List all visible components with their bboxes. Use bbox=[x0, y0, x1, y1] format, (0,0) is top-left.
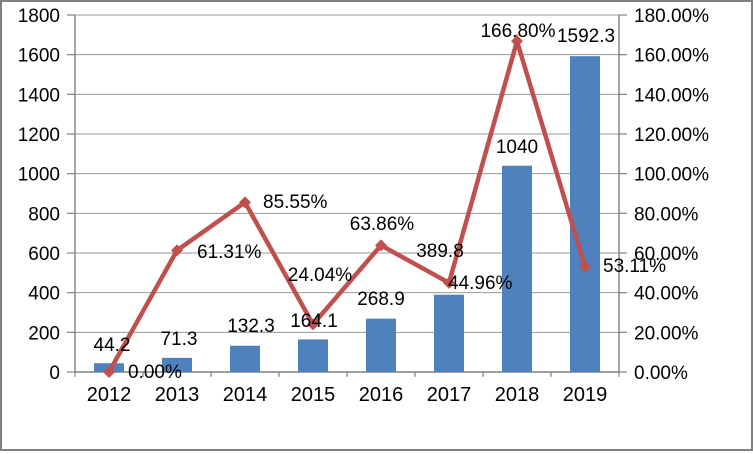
bar-value-label: 71.3 bbox=[161, 329, 198, 350]
combo-chart: 0 0.00% 200 20.00% 400 40.00% 600 60.00% 800 80.0… bbox=[18, 6, 709, 406]
line-value-label: 63.86% bbox=[350, 214, 415, 235]
left-axis-label: 400 bbox=[28, 284, 60, 305]
line-marker-2017 bbox=[443, 276, 455, 289]
line-marker-2019 bbox=[579, 260, 591, 273]
line-value-label: 166.80% bbox=[480, 21, 555, 42]
bar-2016 bbox=[366, 318, 396, 372]
right-axis-label: 120.00% bbox=[634, 125, 709, 146]
line-marker-2015 bbox=[307, 318, 319, 331]
x-tick-label: 2015 bbox=[291, 384, 336, 406]
x-tick-label: 2017 bbox=[427, 384, 472, 406]
left-axis-label: 200 bbox=[28, 323, 60, 344]
line-marker-2018 bbox=[511, 35, 523, 48]
right-axis-label: 100.00% bbox=[634, 165, 709, 186]
bar-value-label: 132.3 bbox=[227, 316, 275, 337]
line-value-label: 0.00% bbox=[128, 362, 182, 383]
line-value-label: 61.31% bbox=[197, 242, 262, 263]
right-axis-label: 60.00% bbox=[634, 244, 699, 265]
line-marker-2014 bbox=[239, 196, 251, 209]
line-value-label: 44.96% bbox=[448, 273, 513, 294]
left-axis-label: 1400 bbox=[18, 85, 60, 106]
right-axis-label: 20.00% bbox=[634, 323, 699, 344]
right-axis-label: 80.00% bbox=[634, 204, 699, 225]
bar-value-label: 1592.3 bbox=[557, 26, 615, 47]
bar-value-label: 1040 bbox=[496, 137, 538, 158]
left-axis-label: 0 bbox=[49, 363, 60, 384]
bar-value-label: 389.8 bbox=[416, 241, 464, 262]
x-tick-label: 2012 bbox=[87, 384, 132, 406]
left-axis-label: 1800 bbox=[18, 6, 60, 27]
x-tick-label: 2019 bbox=[563, 384, 608, 406]
right-axis-label: 160.00% bbox=[634, 46, 709, 67]
line-marker-2012 bbox=[103, 366, 115, 378]
right-axis-label: 0.00% bbox=[634, 363, 688, 384]
line-value-label: 53.11% bbox=[603, 256, 666, 277]
bar-value-label: 44.2 bbox=[94, 335, 131, 356]
line-marker-2016 bbox=[375, 239, 387, 252]
right-axis-label: 40.00% bbox=[634, 284, 699, 305]
bar-2018 bbox=[502, 165, 532, 372]
growth-line bbox=[107, 33, 588, 374]
x-tick-label: 2013 bbox=[155, 384, 200, 406]
bar-2017 bbox=[434, 294, 464, 372]
x-tick-label: 2016 bbox=[359, 384, 404, 406]
x-tick-label: 2018 bbox=[495, 384, 540, 406]
left-axis-label: 1600 bbox=[18, 46, 60, 67]
left-axis-label: 600 bbox=[28, 244, 60, 265]
line-marker-2013 bbox=[171, 244, 183, 257]
x-tick-label: 2014 bbox=[223, 384, 268, 406]
line-value-label: 24.04% bbox=[288, 265, 353, 286]
left-axis-label: 1000 bbox=[18, 165, 60, 186]
right-axis-label: 140.00% bbox=[634, 85, 709, 106]
bar-2014 bbox=[230, 345, 260, 372]
bar-2013 bbox=[162, 357, 192, 372]
bar-value-label: 268.9 bbox=[357, 289, 405, 310]
bar-2015 bbox=[298, 339, 328, 372]
bar-value-label: 164.1 bbox=[290, 311, 338, 332]
right-axis-label: 180.00% bbox=[634, 6, 709, 27]
line-value-label: 85.55% bbox=[263, 192, 328, 213]
left-axis-label: 800 bbox=[28, 204, 60, 225]
left-axis-label: 1200 bbox=[18, 125, 60, 146]
bar-2019 bbox=[570, 56, 600, 372]
